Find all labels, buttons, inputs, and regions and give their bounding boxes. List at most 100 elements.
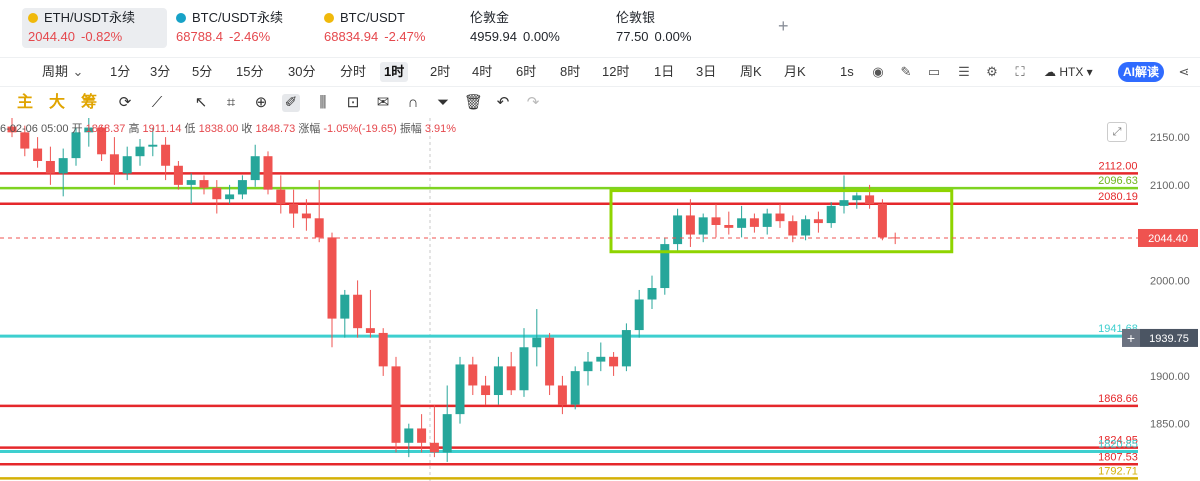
layout-icon[interactable]: ▭	[927, 64, 941, 79]
indicator-tool-1[interactable]: 大	[48, 94, 65, 111]
share-icon[interactable]: ⋖	[1178, 64, 1190, 79]
ticker-price: 68834.94	[324, 29, 379, 44]
candle-body	[122, 156, 132, 174]
timeframe-16[interactable]: 月K	[784, 64, 806, 79]
lock-icon[interactable]: ⊡	[346, 94, 360, 111]
ohlc-low-label: 低	[184, 123, 196, 135]
timeframe-3[interactable]: 5分	[192, 64, 213, 79]
exchange-selector[interactable]: ☁ HTX ▾	[1044, 65, 1093, 79]
candle-body	[609, 356, 619, 367]
candle-body	[250, 156, 260, 181]
redo-icon[interactable]: ↷	[526, 94, 540, 111]
trendline-icon[interactable]: ⟋	[151, 94, 163, 111]
candle-body	[301, 213, 311, 219]
fullscreen-icon[interactable]: ⤢	[1107, 122, 1127, 142]
highlight-box	[609, 189, 954, 254]
timeframe-15[interactable]: 周K	[740, 64, 762, 79]
candle-body	[532, 337, 542, 348]
zoom-in-icon[interactable]: ⊕	[254, 94, 268, 111]
settings-icon[interactable]: ⚙	[986, 64, 998, 79]
ticker-change: -0.82%	[81, 29, 123, 44]
candle-body	[148, 144, 158, 147]
candle-body	[852, 195, 862, 201]
level-label: 1807.53	[1098, 451, 1138, 463]
timeframe-10[interactable]: 6时	[516, 64, 537, 79]
pencil-icon[interactable]: ✎	[900, 64, 912, 79]
note-icon[interactable]: ✉	[376, 94, 390, 111]
timeframe-9[interactable]: 4时	[472, 64, 493, 79]
candle-body	[71, 132, 81, 159]
expand-icon[interactable]: ⛶	[1015, 64, 1025, 79]
candle-body	[596, 356, 606, 362]
crosshair-plus-box	[1122, 328, 1140, 347]
indicator-tool-2[interactable]: 筹	[80, 94, 97, 111]
magnet-icon[interactable]: ∩	[407, 94, 419, 111]
timeframe-14[interactable]: 3日	[696, 64, 717, 79]
indicator-icon[interactable]: ☰	[958, 64, 970, 79]
ticker-tab[interactable]: 伦敦银 77.50 0.00%	[610, 8, 740, 48]
trash-icon[interactable]: 🗑	[464, 94, 484, 111]
candle-body	[698, 217, 708, 235]
candle-body	[762, 213, 772, 227]
ohlc-amp: 3.91%	[424, 123, 457, 135]
candle-body	[442, 414, 452, 453]
candle-body	[97, 127, 107, 155]
timeframe-11[interactable]: 8时	[560, 64, 581, 79]
ai-analysis-button[interactable]: AI解读	[1118, 62, 1164, 82]
ohlc-high: 1911.14	[142, 123, 182, 135]
candle-body	[327, 237, 337, 319]
candle-body	[519, 347, 529, 391]
btc-icon	[176, 13, 186, 23]
chevron-down-icon[interactable]: ⌄	[72, 64, 84, 79]
ticker-change: 0.00%	[523, 29, 560, 44]
timeframe-7[interactable]: 1时	[380, 62, 409, 82]
timeframe-5[interactable]: 30分	[288, 64, 316, 79]
ticker-tab[interactable]: BTC/USDT 68834.94 -2.47%	[318, 8, 458, 48]
last-price-label: 2044.40	[1148, 233, 1188, 245]
timeframe-2[interactable]: 3分	[150, 64, 171, 79]
timeframe-4[interactable]: 15分	[236, 64, 264, 79]
crosshair-price-label: 1939.75	[1149, 333, 1189, 345]
cursor-icon[interactable]: ↖	[194, 94, 208, 111]
timeframe-toolbar: 周期 1分 3分 5分 15分 30分 分时 1时 2时 4时 6时 8时 12时 1日 3日 周K 月K 1s ◉…	[0, 57, 1200, 87]
indicator-tool-0[interactable]: 主	[16, 94, 33, 111]
candle-body	[378, 332, 388, 367]
candle-body	[212, 187, 222, 200]
ruler-icon[interactable]: ⌗	[226, 94, 236, 111]
timeframe-1[interactable]: 1分	[110, 64, 131, 79]
sync-icon[interactable]: ⟳	[118, 94, 132, 111]
undo-icon[interactable]: ↶	[496, 94, 510, 111]
candle-body	[263, 156, 273, 190]
ticker-name: 伦敦金	[470, 10, 510, 25]
timeframe-13[interactable]: 1日	[654, 64, 675, 79]
add-ticker-button[interactable]: +	[778, 16, 789, 36]
candle-body	[314, 218, 324, 238]
candle-body	[634, 299, 644, 331]
camera-icon[interactable]: ◉	[872, 64, 884, 79]
candle-body	[839, 200, 849, 206]
ohlc-change-label: 涨幅	[298, 123, 321, 135]
ticker-price: 2044.40	[28, 29, 75, 44]
ticker-tab[interactable]: BTC/USDT永续 68788.4 -2.46%	[170, 8, 310, 48]
timeframe-6[interactable]: 分时	[340, 64, 367, 79]
ticker-tab[interactable]: 伦敦金 4959.94 0.00%	[464, 8, 594, 48]
candle-body	[685, 215, 695, 235]
last-price-tag	[1138, 228, 1198, 247]
candle-body	[506, 366, 516, 391]
filter-icon[interactable]: ⏷	[436, 94, 449, 111]
y-tick-label: 1850.00	[1150, 419, 1190, 431]
brush-icon[interactable]: ✐	[282, 94, 300, 112]
candle-body	[135, 146, 145, 157]
timeframe-17[interactable]: 1s	[840, 64, 854, 79]
timeframe-0[interactable]: 周期	[42, 64, 69, 79]
timeframe-12[interactable]: 12时	[602, 64, 630, 79]
candle-body	[58, 158, 68, 174]
ticker-tab[interactable]: ETH/USDT永续 2044.40 -0.82%	[22, 8, 167, 48]
timeframe-8[interactable]: 2时	[430, 64, 451, 79]
candle-body	[801, 219, 811, 236]
btc-icon	[324, 13, 334, 23]
ticker-price: 77.50	[616, 29, 649, 44]
candle-body	[775, 213, 785, 222]
candles-icon[interactable]: ⫼	[319, 94, 327, 111]
candlestick-chart[interactable]: 2150.002100.002050.002000.001900.001850.…	[0, 118, 1200, 481]
